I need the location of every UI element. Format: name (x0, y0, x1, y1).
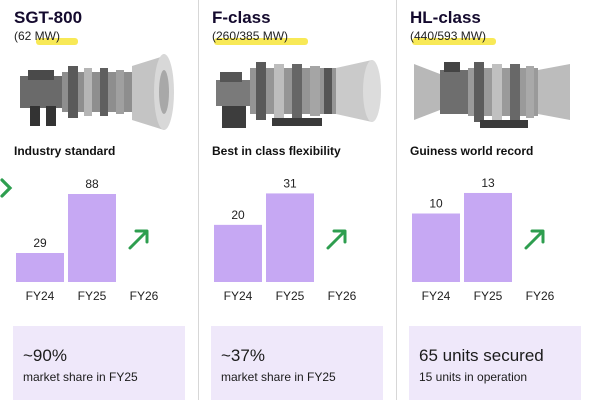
bar-fy25 (68, 194, 116, 282)
x-tick-label: FY26 (130, 289, 159, 303)
highlight-mark (36, 38, 78, 45)
stat-caption: market share in FY25 (23, 370, 138, 384)
stat-box: 65 units secured 15 units in operation (409, 326, 581, 400)
highlight-mark (214, 38, 308, 45)
up-right-arrow-icon (326, 229, 347, 250)
stat-value: ~37% (221, 346, 265, 365)
x-tick-label: FY24 (26, 289, 55, 303)
bar-chart: 29 FY24 88 FY25 FY26 (16, 177, 159, 303)
data-label: 29 (33, 236, 47, 250)
column-title: SGT-800 (14, 8, 83, 27)
x-tick-label: FY26 (328, 289, 357, 303)
column-title: F-class (212, 8, 271, 27)
up-right-arrow-icon (128, 229, 149, 250)
stat-value: 65 units secured (419, 346, 544, 365)
bar-chart: 20 FY24 31 FY25 FY26 (214, 176, 357, 303)
up-right-arrow-icon (524, 229, 545, 250)
column-subtitle: Industry standard (14, 144, 116, 158)
bar-chart: 10 FY24 13 FY25 FY26 (412, 176, 555, 303)
column-sgt-800: SGT-800 (62 MW) Industry standard 29 FY24… (10, 0, 200, 400)
gas-turbine-icon (216, 60, 381, 128)
x-tick-label: FY25 (276, 289, 305, 303)
highlight-mark (412, 38, 496, 45)
column-divider (198, 0, 199, 400)
data-label: 20 (231, 208, 245, 222)
column-subtitle: Guiness world record (410, 144, 534, 158)
x-tick-label: FY25 (78, 289, 107, 303)
column-rating: (260/385 MW) (212, 29, 289, 43)
green-chevron-icon (0, 178, 13, 198)
bar-fy24 (214, 224, 262, 282)
bar-fy25 (266, 193, 314, 282)
data-label: 13 (481, 176, 495, 190)
bar-fy24 (412, 213, 460, 282)
stat-box: ~37% market share in FY25 (211, 326, 383, 400)
column-title: HL-class (410, 8, 481, 27)
column-hl-class: HL-class (440/593 MW) Guiness world reco… (406, 0, 596, 400)
data-label: 31 (283, 176, 297, 190)
stat-caption: market share in FY25 (221, 370, 336, 384)
bar-fy24 (16, 253, 64, 282)
x-tick-label: FY24 (422, 289, 451, 303)
stat-box: ~90% market share in FY25 (13, 326, 185, 400)
x-tick-label: FY24 (224, 289, 253, 303)
column-rating: (440/593 MW) (410, 29, 487, 43)
data-label: 10 (429, 197, 443, 211)
column-f-class: F-class (260/385 MW) Best in class flexi… (208, 0, 398, 400)
stat-value: ~90% (23, 346, 67, 365)
data-label: 88 (85, 177, 99, 191)
stat-caption: 15 units in operation (419, 370, 528, 384)
bar-fy25 (464, 192, 512, 282)
column-rating: (62 MW) (14, 29, 60, 43)
gas-turbine-icon (20, 54, 174, 130)
column-divider (396, 0, 397, 400)
x-tick-label: FY26 (526, 289, 555, 303)
x-tick-label: FY25 (474, 289, 503, 303)
column-subtitle: Best in class flexibility (212, 144, 341, 158)
gas-turbine-icon (414, 62, 570, 128)
